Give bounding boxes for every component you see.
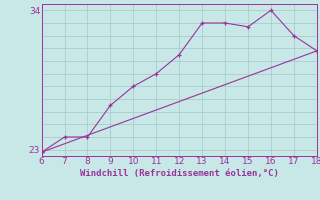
X-axis label: Windchill (Refroidissement éolien,°C): Windchill (Refroidissement éolien,°C)	[80, 169, 279, 178]
